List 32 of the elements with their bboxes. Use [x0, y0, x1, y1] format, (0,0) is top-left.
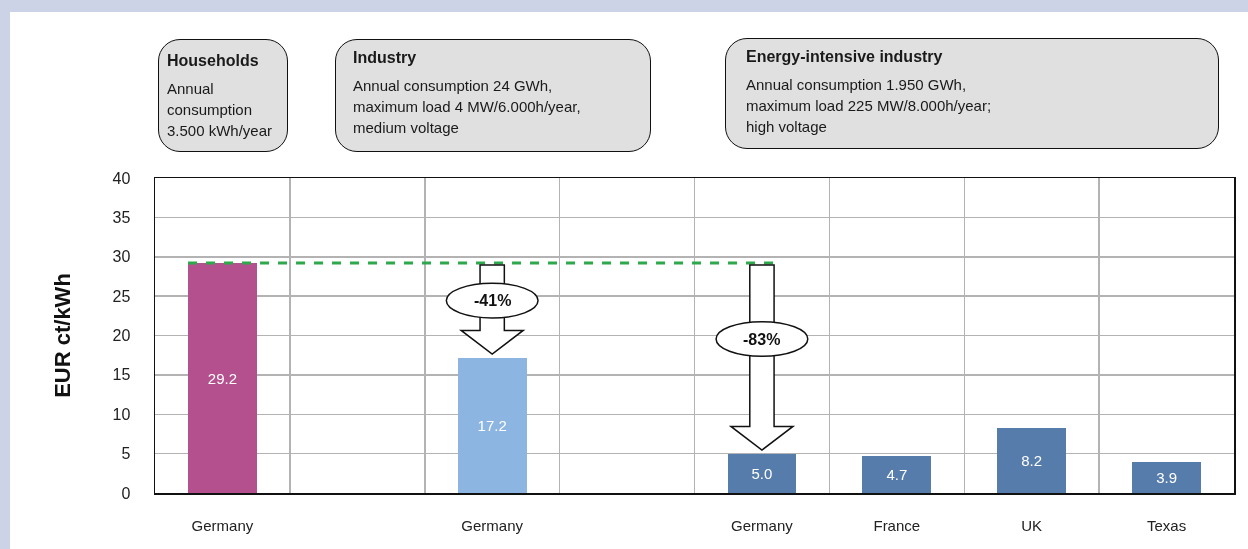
y-tick-label: 40 [112, 169, 131, 187]
data-label: 4.7 [886, 465, 908, 483]
data-label: 3.9 [1156, 469, 1177, 487]
callout-box: Energy-intensive industry Annual consumption 1.950 GWh, maximum load 225 MW/8.000h/year; high voltage [725, 38, 1219, 149]
annotation: -83% [743, 331, 781, 348]
bar [188, 263, 257, 493]
y-tick-label: 0 [121, 484, 131, 502]
bar [727, 453, 797, 493]
y-tick-label: 10 [112, 405, 131, 423]
x-tick-label: Germany [731, 516, 794, 534]
y-tick-label: 30 [112, 248, 131, 266]
data-label: 5.0 [751, 464, 773, 482]
y-tick-label: 35 [112, 208, 131, 226]
x-tick-label: Germany [461, 516, 524, 534]
x-tick-label: UK [1021, 516, 1043, 534]
bar [997, 428, 1067, 493]
data-label: 17.2 [477, 416, 507, 434]
callout-box: Industry Annual consumption 24 GWh, maximum load 4 MW/6.000h/year, medium voltage [335, 39, 651, 152]
y-tick-label: 25 [112, 287, 131, 305]
y-axis-title: EUR ct/kWh [49, 273, 75, 398]
y-tick-label: 20 [112, 327, 131, 345]
bar [1132, 462, 1201, 493]
x-tick-label: Germany [191, 516, 254, 534]
callout-box: Households Annual consumption 3.500 kWh/year [158, 39, 288, 152]
x-tick-label: France [873, 516, 921, 534]
data-label: 29.2 [207, 369, 238, 387]
data-label: 8.2 [1021, 452, 1043, 470]
y-tick-label: 15 [112, 366, 131, 384]
bar [862, 455, 932, 493]
x-tick-label: Texas [1146, 516, 1187, 534]
annotation: -41% [474, 292, 512, 309]
y-tick-label: 5 [121, 445, 131, 463]
